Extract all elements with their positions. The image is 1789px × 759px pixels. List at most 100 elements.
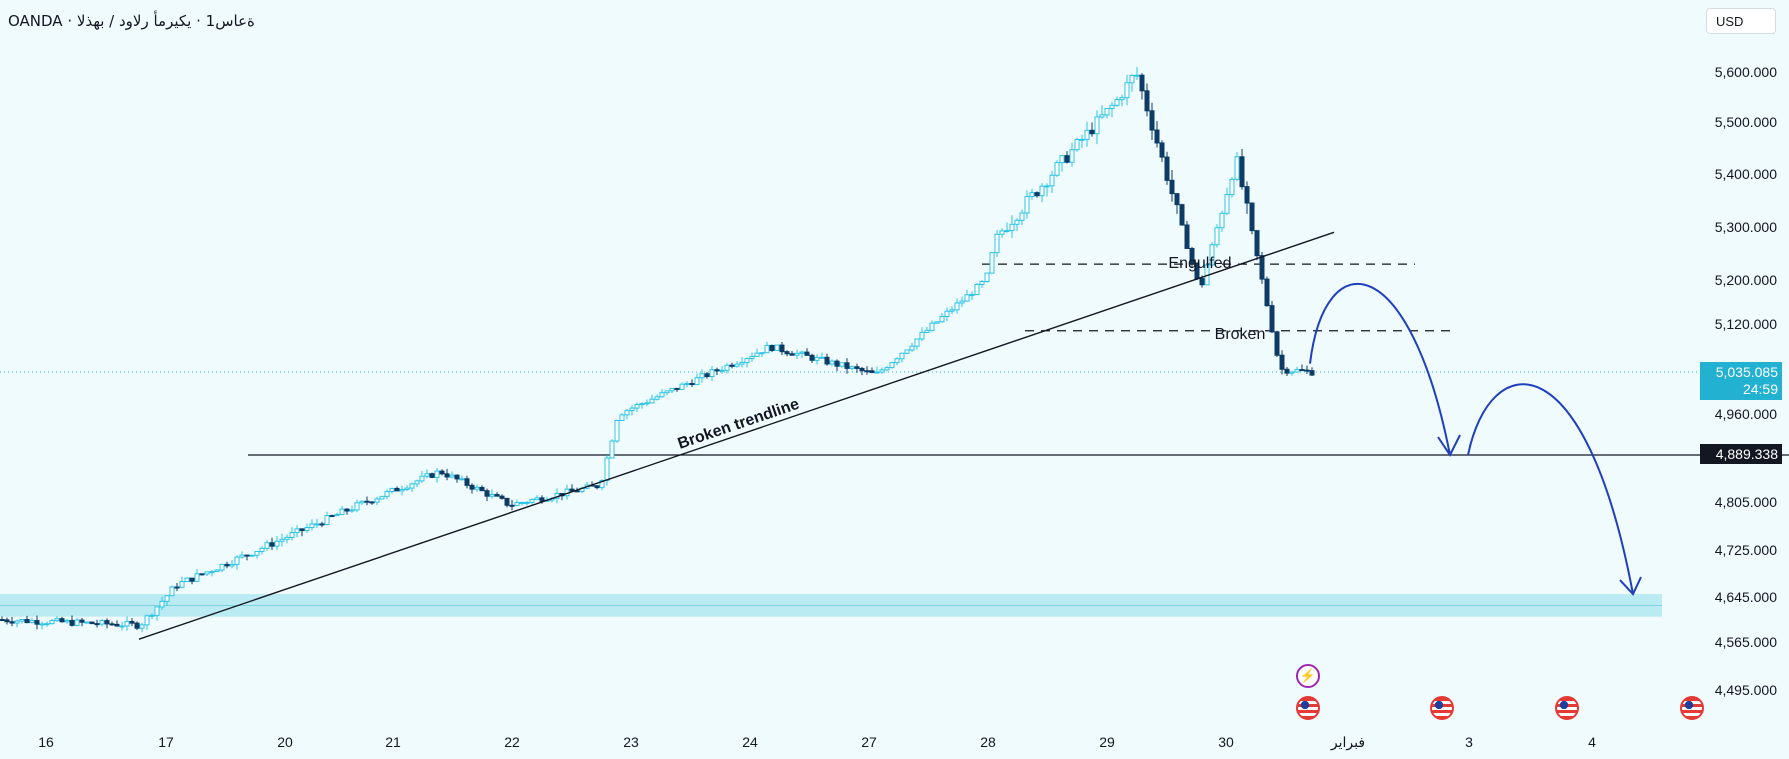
candle-body (1159, 142, 1165, 158)
candle-body (19, 619, 25, 622)
candle-body (444, 473, 450, 478)
candle-body (1034, 192, 1040, 197)
candle-body (859, 367, 865, 372)
us-flag-icon[interactable] (1296, 696, 1320, 720)
candle-body (684, 383, 690, 386)
candle-body (159, 600, 165, 608)
candle-body (1174, 193, 1180, 206)
candle-body (694, 377, 700, 386)
candle-body (989, 252, 995, 274)
projection-arrow (1309, 282, 1451, 456)
candle-body (699, 373, 705, 379)
candle-body (329, 515, 335, 518)
y-tick-label: 5,600.000 (1715, 64, 1777, 80)
candle-body (964, 294, 970, 302)
candle-body (1124, 82, 1130, 99)
candle-body (344, 508, 350, 512)
candle-body (79, 619, 85, 623)
us-flag-icon[interactable] (1680, 696, 1704, 720)
candle-body (1009, 223, 1015, 232)
y-tick-label: 5,120.000 (1715, 316, 1777, 332)
candle-body (924, 329, 930, 333)
candle-body (904, 349, 910, 354)
candle-body (114, 623, 120, 627)
candle-body (824, 356, 830, 365)
candle-body (389, 487, 395, 493)
candle-body (1004, 230, 1010, 233)
candle-body (474, 486, 480, 490)
candle-body (609, 440, 615, 459)
candle-body (1089, 129, 1095, 135)
candle-body (1164, 156, 1170, 181)
candle-body (854, 366, 860, 369)
candle-body (334, 513, 340, 517)
candle-body (1229, 178, 1235, 196)
y-tick-label: 4,960.000 (1715, 406, 1777, 422)
candle-body (369, 501, 375, 504)
symbol-title[interactable]: OANDA · ةعاس1 · يكيرمأ رلاود / بهذلا (8, 12, 255, 30)
currency-button[interactable]: USD (1706, 8, 1776, 34)
candle-body (664, 390, 670, 394)
candle-body (394, 487, 400, 492)
candle-body (829, 360, 835, 365)
candle-body (1304, 369, 1310, 372)
candle-body (794, 352, 800, 356)
candle-body (244, 554, 250, 557)
y-tick-label: 4,725.000 (1715, 542, 1777, 558)
candle-body (169, 586, 175, 597)
candle-body (649, 398, 655, 404)
candle-body (834, 360, 840, 367)
candle-body (839, 362, 845, 367)
candle-body (469, 484, 475, 490)
y-tick-label: 4,495.000 (1715, 682, 1777, 698)
candle-body (1259, 255, 1265, 280)
candle-body (1104, 107, 1110, 116)
y-tick-label: 4,565.000 (1715, 634, 1777, 650)
candle-body (599, 480, 605, 489)
candle-body (254, 550, 260, 556)
current-price-value: 5,035.085 (1715, 364, 1778, 380)
candle-body (1099, 114, 1105, 118)
candle-body (1224, 194, 1230, 214)
us-flag-icon[interactable] (1430, 696, 1454, 720)
y-tick-label: 5,500.000 (1715, 114, 1777, 130)
candle-body (879, 369, 885, 373)
y-tick-label: 4,645.000 (1715, 589, 1777, 605)
candle-body (1019, 212, 1025, 221)
candle-body (1219, 212, 1225, 229)
candle-body (919, 331, 925, 340)
candle-body (144, 615, 150, 626)
level-price-tag: 4,889.338 (1700, 444, 1782, 464)
candle-body (1274, 331, 1280, 356)
candle-body (534, 497, 540, 501)
candle-body (809, 354, 815, 361)
candle-body (669, 387, 675, 392)
candle-body (1119, 97, 1125, 101)
candle-body (109, 623, 115, 626)
us-flag-icon[interactable] (1555, 696, 1579, 720)
candle-body (74, 619, 80, 626)
candle-body (219, 563, 225, 571)
candle-body (949, 309, 955, 312)
flash-icon[interactable]: ⚡ (1296, 664, 1320, 688)
candle-body (1134, 74, 1140, 77)
candle-body (514, 502, 520, 507)
candle-body (54, 618, 60, 622)
candle-body (84, 621, 90, 624)
x-tick-label: 27 (861, 734, 877, 750)
candle-body (149, 614, 155, 617)
candle-body (1269, 305, 1275, 333)
candle-body (314, 523, 320, 526)
candle-body (1199, 278, 1205, 286)
candle-body (864, 370, 870, 373)
candle-body (184, 577, 190, 583)
candle-body (994, 233, 1000, 254)
x-tick-label: 22 (504, 734, 520, 750)
candle-body (94, 623, 100, 626)
candle-body (419, 475, 425, 482)
candle-body (759, 352, 765, 355)
candle-body (1024, 195, 1030, 214)
candle-body (959, 300, 965, 304)
candle-body (454, 474, 460, 480)
